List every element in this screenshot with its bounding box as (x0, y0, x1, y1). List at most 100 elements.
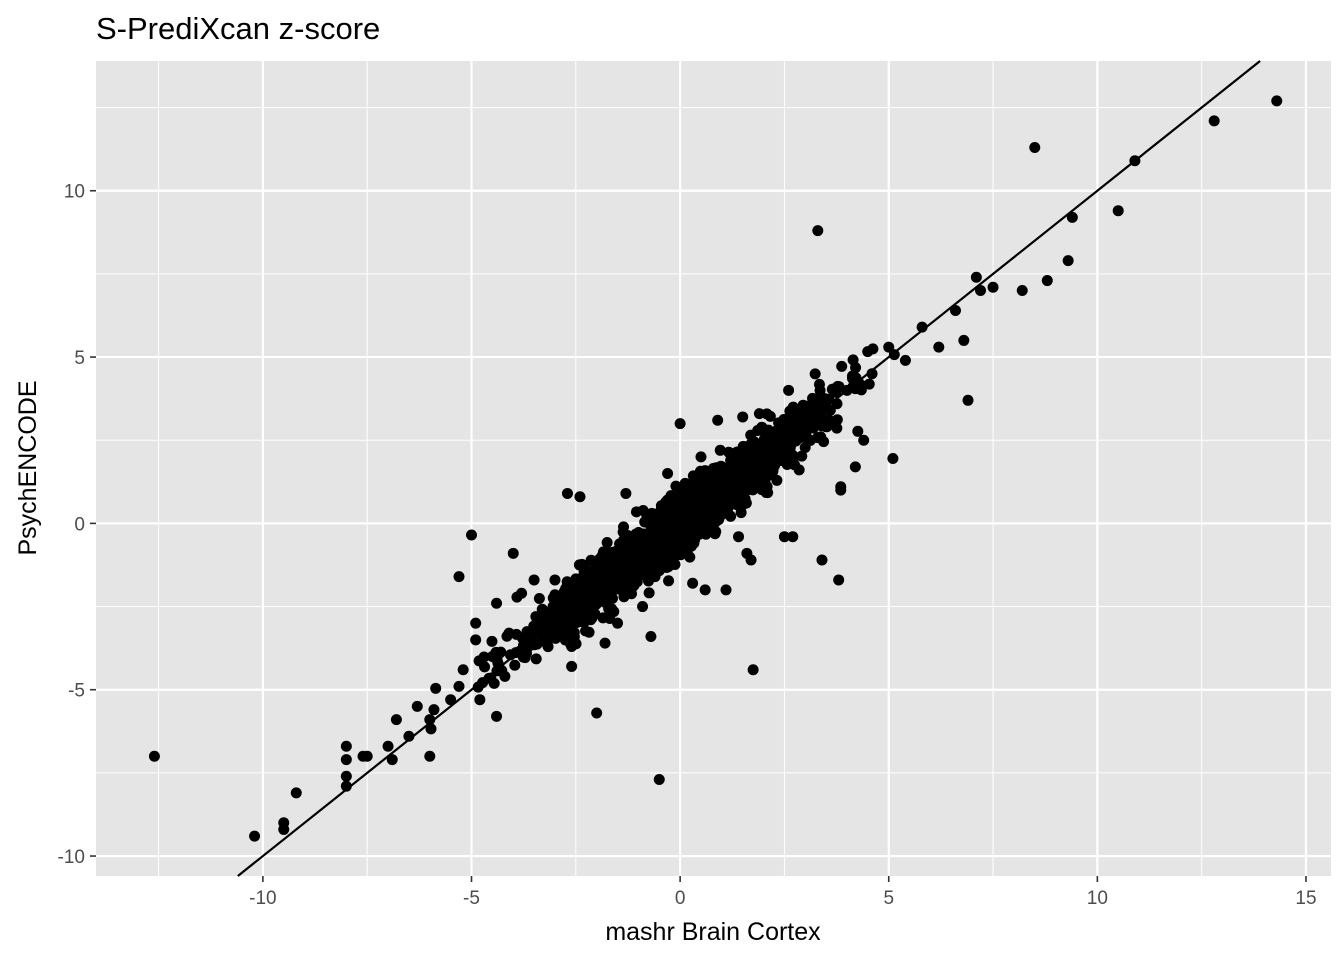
data-point (1066, 211, 1078, 223)
cloud-point (531, 638, 543, 650)
cloud-point (888, 349, 900, 361)
cloud-point (598, 592, 610, 604)
data-point (958, 334, 970, 346)
data-point (453, 680, 465, 692)
data-point (733, 531, 745, 543)
cloud-point (756, 452, 768, 464)
data-point (812, 225, 824, 237)
cloud-point (836, 360, 848, 372)
data-point (453, 571, 465, 583)
data-point (653, 774, 665, 786)
data-point (507, 547, 519, 559)
data-point (987, 281, 999, 293)
cloud-point (649, 547, 661, 559)
data-point (770, 434, 782, 446)
cloud-point (688, 475, 700, 487)
data-point (340, 770, 352, 782)
cloud-point (721, 475, 733, 487)
x-tick-label: -10 (249, 888, 276, 909)
data-point (670, 547, 682, 559)
y-axis-title: PsychENCODE (14, 380, 42, 555)
data-point (607, 571, 619, 583)
cloud-point (731, 494, 743, 506)
cloud-point (830, 386, 842, 398)
data-point (975, 285, 987, 297)
cloud-point (778, 450, 790, 462)
data-point (854, 378, 866, 390)
data-point (340, 780, 352, 792)
data-point (949, 304, 961, 316)
data-point (778, 531, 790, 543)
cloud-point (760, 487, 772, 499)
data-point (1129, 155, 1141, 167)
data-point (1112, 205, 1124, 217)
cloud-point (680, 498, 692, 510)
data-point (457, 664, 469, 676)
cloud-point (617, 563, 629, 575)
data-point (858, 434, 870, 446)
data-point (745, 554, 757, 566)
data-point (566, 640, 578, 652)
data-point (249, 830, 261, 842)
data-point (390, 714, 402, 726)
data-point (637, 601, 649, 613)
data-point (737, 411, 749, 423)
data-point (566, 660, 578, 672)
cloud-point (643, 587, 655, 599)
data-point (486, 650, 498, 662)
cloud-point (812, 432, 824, 444)
data-point (728, 448, 740, 460)
data-point (340, 754, 352, 766)
data-point (835, 484, 847, 496)
x-tick-label: -5 (463, 888, 480, 909)
cloud-point (752, 425, 764, 437)
cloud-point (821, 421, 833, 433)
major-gridlines (96, 61, 1331, 876)
cloud-point (533, 592, 545, 604)
cloud-point (735, 464, 747, 476)
cloud-point (603, 603, 615, 615)
minor-gridlines (96, 61, 1331, 876)
x-axis-title: mashr Brain Cortex (605, 918, 821, 946)
y-tick-label: -10 (58, 847, 85, 868)
data-point (799, 408, 811, 420)
data-point (1062, 255, 1074, 267)
data-point (382, 740, 394, 752)
cloud-point (577, 559, 589, 571)
cloud-point (709, 484, 721, 496)
cloud-point (478, 651, 490, 663)
cloud-point (714, 444, 726, 456)
data-point (428, 704, 440, 716)
cloud-point (812, 416, 824, 428)
data-point (1029, 141, 1041, 153)
data-point (599, 637, 611, 649)
cloud-point (598, 560, 610, 572)
cloud-point (689, 503, 701, 515)
cloud-point (575, 588, 587, 600)
cloud-point (425, 723, 437, 735)
x-tick-label: 5 (883, 888, 894, 909)
cloud-point (530, 653, 542, 665)
cloud-point (799, 442, 811, 454)
cloud-point (787, 401, 799, 413)
cloud-point (618, 534, 630, 546)
data-point (916, 321, 928, 333)
cloud-point (630, 506, 642, 518)
cloud-point (739, 493, 751, 505)
data-point (753, 408, 765, 420)
cloud-point (663, 575, 675, 587)
data-point (632, 554, 644, 566)
cloud-point (654, 506, 666, 518)
cloud-point (588, 566, 600, 578)
data-point (866, 368, 878, 380)
cloud-point (630, 528, 642, 540)
cloud-point (538, 605, 550, 617)
data-point (899, 354, 911, 366)
cloud-point (720, 484, 732, 496)
data-point (833, 574, 845, 586)
cloud-point (485, 672, 497, 684)
cloud-point (702, 512, 714, 524)
data-point (687, 577, 699, 589)
cloud-point (793, 464, 805, 476)
